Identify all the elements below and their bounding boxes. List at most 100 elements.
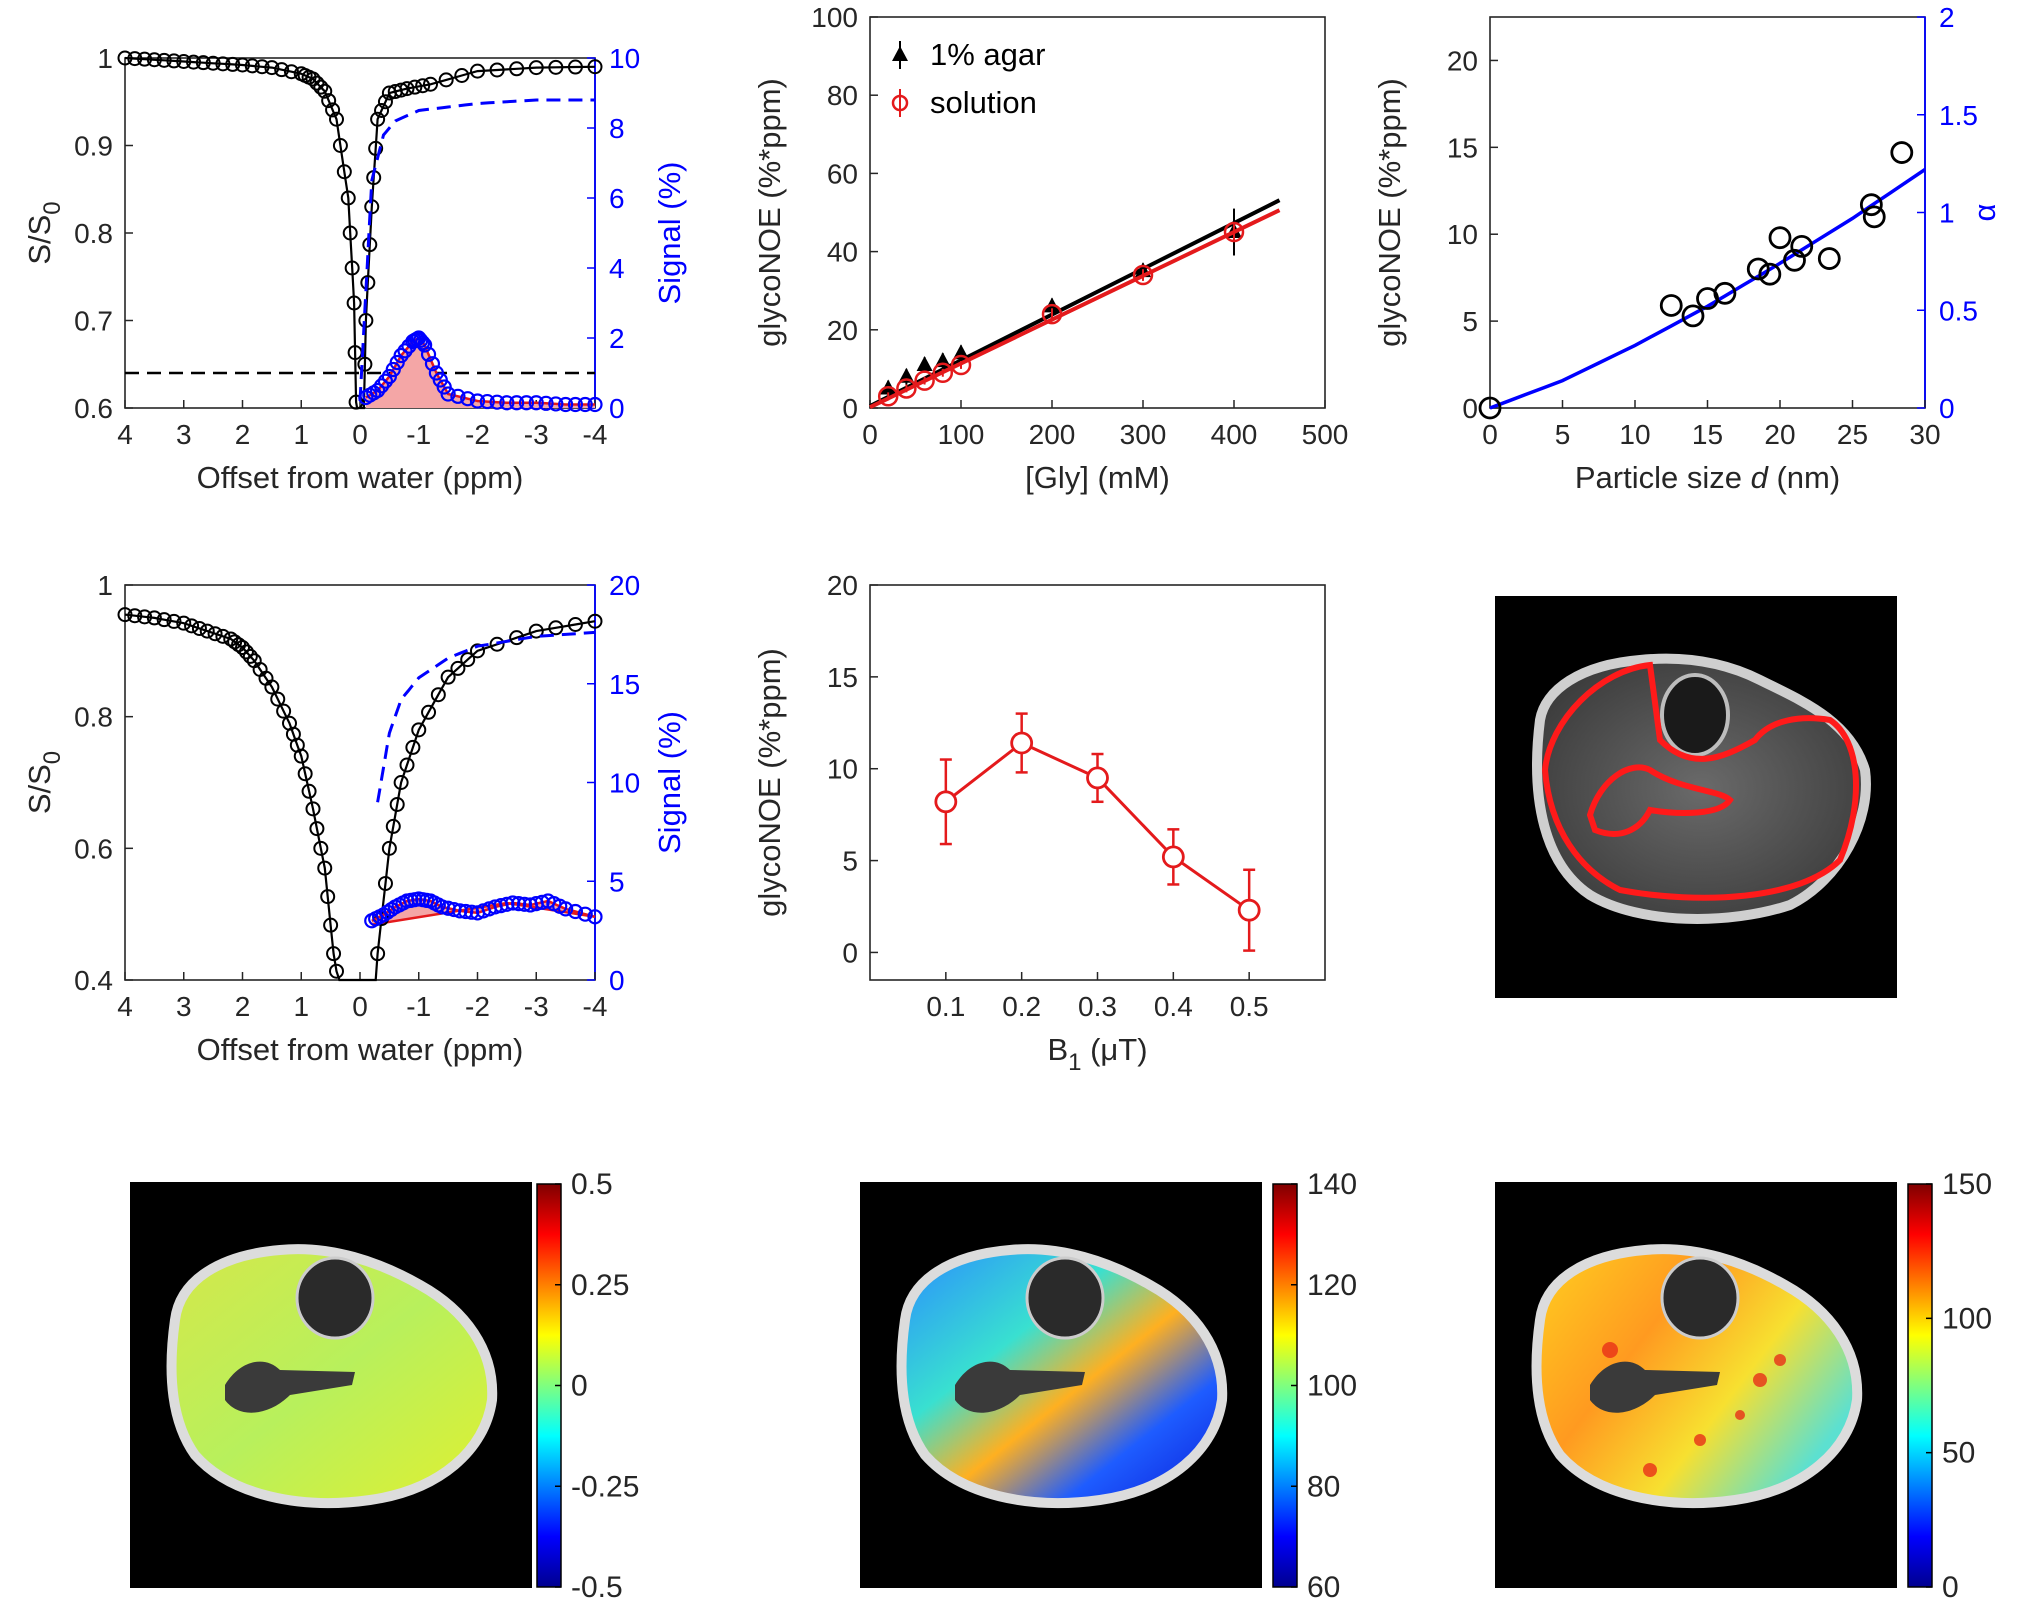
glyconoe-signal-line — [365, 336, 595, 406]
y-tick-label: 15 — [1447, 132, 1478, 163]
x-tick-label: 0.4 — [1154, 991, 1193, 1022]
z-spectrum-point — [309, 821, 325, 837]
z-spectrum-point — [567, 59, 583, 75]
z-spectrum-point — [336, 164, 352, 180]
z-spectrum-point — [587, 613, 603, 629]
z-spectrum-point — [321, 93, 337, 109]
axes-frame — [869, 16, 1326, 409]
z-spectrum-point — [199, 623, 215, 639]
z-spectrum-point — [184, 618, 200, 634]
y-right-tick-label: 20 — [609, 570, 640, 601]
z-spectrum-point — [460, 652, 476, 668]
glyconoe-signal-point — [548, 396, 564, 412]
z-spectrum-point — [340, 190, 356, 206]
bone-i — [1660, 1256, 1740, 1340]
z-spectrum-line — [124, 613, 596, 982]
z-spectrum-point — [137, 51, 153, 67]
y-right-tick-label: 8 — [609, 113, 625, 144]
y-tick-label: 0.9 — [74, 131, 113, 162]
data-point — [1768, 226, 1792, 250]
z-spectrum-point — [156, 52, 172, 68]
colorbar-tick-label: 60 — [1307, 1571, 1340, 1604]
z-spectrum-point — [329, 111, 344, 127]
x-tick-label: 200 — [1029, 419, 1076, 450]
x-tick-label: 15 — [1692, 419, 1723, 450]
data-point — [1817, 247, 1841, 270]
z-spectrum-point — [399, 81, 415, 97]
y-tick-label: 10 — [827, 754, 858, 785]
panel-a: 4 3 2 1 0 -1 -2 -3 -40.60.70.80.910246810Offset … — [22, 43, 687, 495]
glyconoe-signal-point — [567, 903, 584, 920]
data-point — [1086, 766, 1109, 790]
z-spectrum-point — [489, 62, 505, 78]
y-right-tick-label: 1 — [1939, 198, 1955, 229]
y-tick-label: 80 — [827, 80, 858, 111]
z-spectrum-point — [244, 58, 260, 74]
z-spectrum-point — [186, 54, 202, 70]
glyconoe-signal-point — [373, 378, 390, 394]
x-tick-label: 0 — [1482, 419, 1498, 450]
z-spectrum-point — [587, 59, 603, 75]
z-spectrum-point — [205, 55, 221, 71]
z-spectrum-point — [423, 76, 438, 92]
z-spectrum-point — [440, 669, 456, 685]
z-spectrum-point — [127, 51, 143, 67]
bone-marrow-i — [1590, 1361, 1720, 1413]
glyconoe-signal-point — [393, 347, 409, 364]
z-spectrum-point — [393, 82, 409, 98]
glyconoe-signal-point — [558, 901, 574, 917]
x-tick-label: 1 — [293, 419, 309, 450]
data-point — [934, 790, 958, 814]
data-point-solution — [877, 386, 899, 407]
z-spectrum-point — [215, 56, 231, 72]
z-spectrum-point — [225, 56, 241, 72]
y-right-tick-label: 0.5 — [1939, 295, 1978, 326]
glyconoe-signal-point — [567, 396, 584, 413]
x-tick-label: 400 — [1211, 419, 1258, 450]
glyconoe-signal-point — [499, 896, 515, 912]
x-tick-label: 3 — [176, 991, 192, 1022]
x-tick-label: 0.5 — [1230, 991, 1269, 1022]
glyconoe-signal-point — [528, 395, 544, 411]
colorbar-i — [1907, 1183, 1933, 1588]
y-right-tick-label: 1.5 — [1939, 100, 1978, 131]
x-tick-label: 100 — [938, 419, 985, 450]
x-tick-label: -4 — [583, 419, 608, 450]
z-spectrum-point — [342, 225, 358, 241]
x-tick-label: 0 — [862, 419, 878, 450]
z-spectrum-point — [325, 102, 341, 118]
glyconoe-signal-point — [577, 906, 593, 922]
data-point-solution — [950, 354, 972, 376]
x-axis-label: [Gly] (mM) — [1025, 460, 1170, 495]
alpha-curve — [1489, 168, 1926, 410]
z-spectrum-point — [421, 704, 437, 720]
z-spectrum-point — [320, 889, 336, 905]
y-axis-label: glycoNOE (%*ppm) — [752, 648, 787, 917]
y-right-tick-label: 0 — [1939, 393, 1955, 424]
bone-marrow-h — [955, 1361, 1085, 1413]
y-tick-label: 60 — [827, 158, 858, 189]
data-point — [1746, 257, 1770, 281]
z-spectrum-point — [326, 946, 342, 962]
y-right-axis-label: Signal (%) — [652, 711, 687, 854]
glyconoe-signal-point — [516, 896, 533, 912]
z-spectrum-point — [297, 766, 313, 782]
glyconoe-signal-point — [397, 343, 413, 359]
x-tick-label: -3 — [524, 419, 549, 450]
x-tick-label: 0.3 — [1078, 991, 1117, 1022]
z-spectrum-point — [276, 703, 292, 719]
z-spectrum-point — [329, 963, 344, 979]
data-point — [1862, 205, 1886, 229]
x-tick-label: 30 — [1909, 419, 1940, 450]
data-point-solution — [932, 362, 954, 384]
data-point — [1161, 845, 1185, 869]
x-tick-label: 300 — [1120, 419, 1167, 450]
z-spectrum-point — [301, 783, 317, 799]
y-tick-label: 0 — [842, 937, 858, 968]
bone-h — [1025, 1256, 1105, 1340]
roi-outline — [1541, 661, 1859, 901]
glyconoe-signal-point — [417, 337, 433, 353]
x-tick-label: 500 — [1302, 419, 1349, 450]
x-tick-label: 0 — [352, 419, 368, 450]
